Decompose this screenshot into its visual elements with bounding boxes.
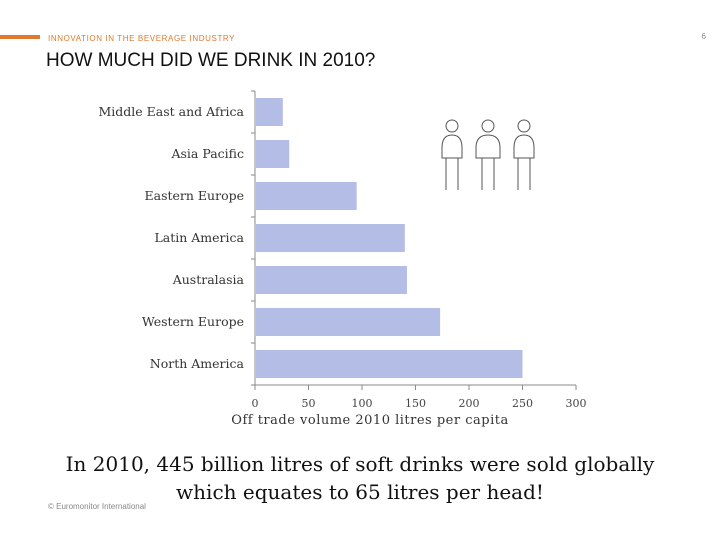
bar — [256, 140, 290, 168]
copyright-note: © Euromonitor International — [48, 502, 146, 511]
bar — [256, 98, 283, 126]
x-tick-label: 250 — [512, 397, 533, 410]
bar — [256, 266, 407, 294]
x-tick-label: 50 — [302, 397, 316, 410]
bar — [256, 224, 405, 252]
category-labels: Middle East and Africa Asia Pacific Easter… — [99, 104, 245, 371]
x-tick-label: 0 — [252, 397, 259, 410]
section-kicker: INNOVATION IN THE BEVERAGE INDUSTRY — [48, 34, 236, 43]
category-label: Eastern Europe — [145, 188, 245, 203]
bar-chart: Middle East and Africa Asia Pacific Easter… — [99, 90, 587, 428]
tick-labels: 0 50 100 150 200 250 300 — [252, 397, 587, 410]
x-tick-label: 150 — [405, 397, 426, 410]
axes — [251, 90, 577, 390]
category-label: Latin America — [154, 230, 244, 245]
bar — [256, 350, 523, 378]
category-label: North America — [150, 356, 245, 371]
bar — [256, 308, 441, 336]
category-label: Asia Pacific — [170, 146, 244, 161]
accent-bar — [0, 35, 40, 39]
category-label: Australasia — [172, 272, 245, 287]
page-title: HOW MUCH DID WE DRINK IN 2010? — [46, 50, 376, 71]
people-icon — [441, 119, 535, 190]
x-axis-title: Off trade volume 2010 litres per capita — [231, 413, 508, 428]
x-tick-label: 100 — [352, 397, 373, 410]
person-icon — [441, 119, 463, 190]
summary-caption: In 2010, 445 billion litres of soft drin… — [65, 452, 655, 504]
bars-group — [256, 98, 523, 378]
x-tick-label: 200 — [459, 397, 480, 410]
x-tick-label: 300 — [566, 397, 587, 410]
page-number: 6 — [701, 32, 706, 41]
person-icon — [513, 119, 535, 190]
category-label: Western Europe — [142, 314, 244, 329]
bar — [256, 182, 357, 210]
person-icon — [475, 119, 501, 190]
category-label: Middle East and Africa — [99, 104, 245, 119]
